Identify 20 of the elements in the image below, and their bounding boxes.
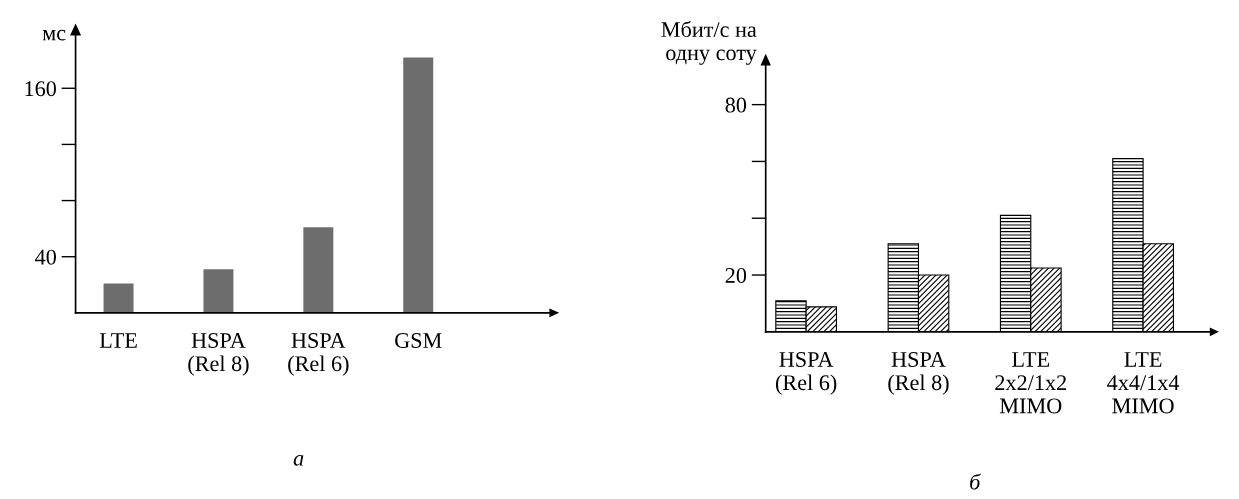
y-tick-label: 160 — [25, 81, 56, 97]
bar — [203, 269, 234, 313]
x-tick-label: LTE 4x4/1x4 MIMO — [1107, 352, 1180, 414]
y-tick-label: 40 — [35, 249, 56, 265]
x-tick-label: LTE 2x2/1x2 MIMO — [995, 352, 1066, 414]
x-tick-label: GSM — [395, 333, 442, 348]
y-axis-title: Мбит/с на одну соту — [661, 20, 757, 65]
y-tick-label: 80 — [725, 97, 747, 113]
y-tick-label: 20 — [725, 267, 747, 283]
x-tick-label: LTE — [99, 333, 137, 348]
bar — [403, 57, 434, 313]
x-tick-label: HSPA (Rel 6) — [288, 333, 349, 376]
y-axis-title: мс — [42, 29, 66, 41]
text: а — [293, 455, 304, 466]
text: б — [970, 473, 981, 490]
bar — [303, 227, 334, 313]
x-tick-label: HSPA (Rel 6) — [775, 351, 837, 395]
x-tick-label: HSPA (Rel 8) — [888, 351, 949, 395]
bar — [103, 283, 134, 313]
x-tick-label: HSPA (Rel 8) — [188, 333, 249, 376]
